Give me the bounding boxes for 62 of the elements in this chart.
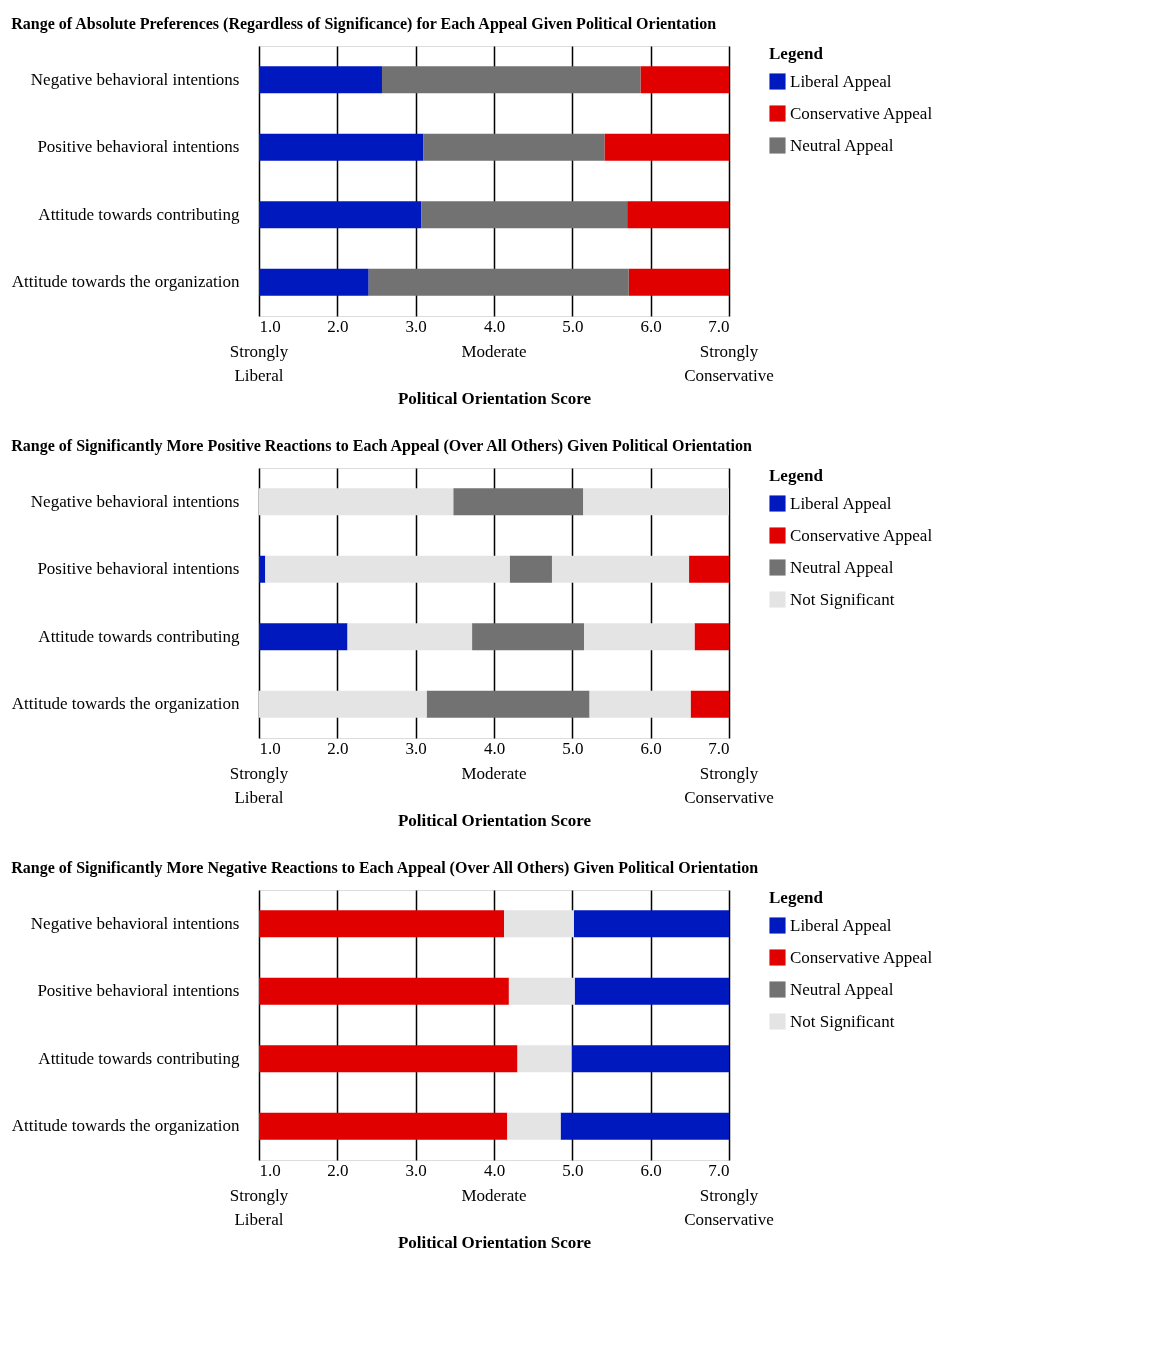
legend-label: Not Significant: [790, 1011, 895, 1031]
x-axis-title: Political Orientation Score: [397, 810, 592, 830]
y-tick-label: Positive behavioral intentions: [37, 137, 240, 157]
text: Strongly Liberal: [229, 1186, 289, 1229]
x-tick-label: 4.0: [483, 316, 506, 336]
legend-label: Liberal Appeal: [790, 915, 892, 935]
y-tick-label: Positive behavioral intentions: [37, 559, 240, 579]
x-tick-label: 1.0: [259, 1160, 281, 1180]
y-tick-label: Negative behavioral intentions: [30, 69, 240, 89]
y-tick-label: Attitude towards the organization: [11, 694, 240, 714]
x-tick-label: 2.0: [327, 738, 349, 758]
x-tick-label: 4.0: [483, 1160, 506, 1180]
text: Strongly Conservative: [684, 1186, 774, 1229]
chart-title: Range of Significantly More Negative Reactions to Each Appeal (Over All Others) Given Political Orientation: [11, 859, 759, 877]
legend-title: Legend: [769, 466, 824, 485]
x-axis-title: Political Orientation Score: [397, 388, 592, 408]
legend-label: Liberal Appeal: [790, 493, 892, 513]
text: Moderate: [461, 342, 527, 361]
y-tick-label: Negative behavioral intentions: [30, 913, 240, 933]
y-tick-label: Positive behavioral intentions: [37, 981, 240, 1001]
legend-label: Not Significant: [790, 589, 895, 609]
y-tick-label: Negative behavioral intentions: [30, 491, 240, 511]
text: Strongly Liberal: [229, 342, 289, 385]
text: Strongly Conservative: [684, 342, 774, 385]
legend-label: Neutral Appeal: [790, 135, 894, 155]
x-tick-label: 6.0: [640, 738, 662, 758]
text: Strongly Liberal: [229, 764, 289, 807]
x-tick-label: 3.0: [405, 316, 427, 336]
x-tick-label: 6.0: [640, 1160, 662, 1180]
legend-label: Liberal Appeal: [790, 71, 892, 91]
legend-title: Legend: [769, 888, 824, 907]
x-tick-label: 2.0: [327, 316, 349, 336]
legend-label: Conservative Appeal: [790, 103, 933, 123]
x-tick-label: 3.0: [405, 1160, 427, 1180]
x-tick-label: 4.0: [483, 738, 506, 758]
x-tick-label: 2.0: [327, 1160, 349, 1180]
text: Strongly Conservative: [684, 764, 774, 807]
legend-label: Neutral Appeal: [790, 979, 894, 999]
chart-title: Range of Absolute Preferences (Regardless of Significance) for Each Appeal Given Political Orientation: [11, 15, 717, 33]
text: Moderate: [461, 764, 527, 783]
legend-label: Neutral Appeal: [790, 557, 894, 577]
y-tick-label: Attitude towards the organization: [11, 272, 240, 292]
x-tick-label: 3.0: [405, 738, 427, 758]
x-tick-label: 1.0: [259, 738, 281, 758]
x-tick-label: 1.0: [259, 316, 281, 336]
x-tick-label: 5.0: [562, 1160, 584, 1180]
x-tick-label: 5.0: [562, 316, 584, 336]
x-tick-label: 6.0: [640, 316, 662, 336]
y-tick-label: Attitude towards contributing: [38, 204, 240, 224]
y-tick-label: Attitude towards the organization: [11, 1116, 240, 1136]
chart-title: Range of Significantly More Positive Reactions to Each Appeal (Over All Others) Given Political Orientation: [11, 437, 753, 455]
legend-label: Conservative Appeal: [790, 947, 933, 967]
x-tick-label: 7.0: [708, 1160, 730, 1180]
legend-label: Conservative Appeal: [790, 525, 933, 545]
x-axis-title: Political Orientation Score: [397, 1232, 592, 1252]
x-tick-label: 5.0: [562, 738, 584, 758]
y-tick-label: Attitude towards contributing: [38, 1048, 240, 1068]
x-tick-label: 7.0: [708, 316, 730, 336]
text: Moderate: [461, 1186, 527, 1205]
x-tick-label: 7.0: [708, 738, 730, 758]
y-tick-label: Attitude towards contributing: [38, 626, 240, 646]
legend-title: Legend: [769, 44, 824, 63]
